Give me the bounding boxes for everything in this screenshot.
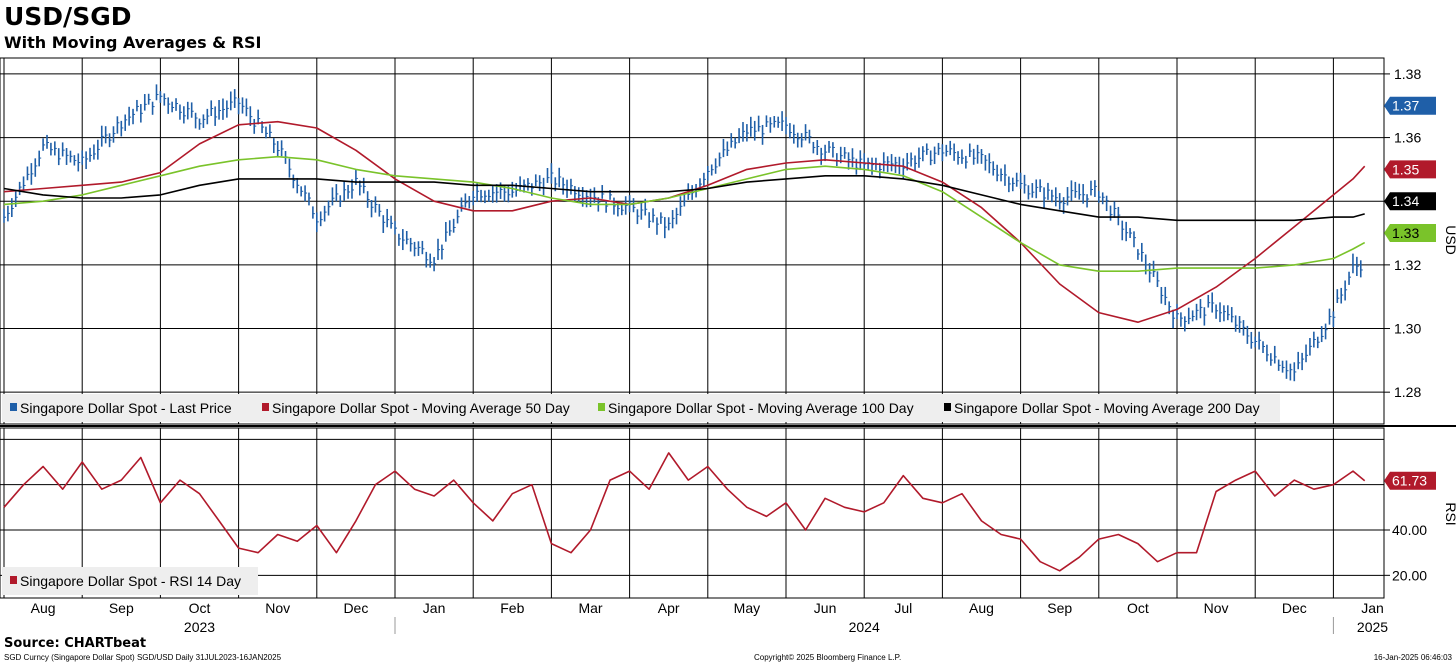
price-legend-item: Singapore Dollar Spot - Moving Average 1… — [608, 400, 914, 416]
price-legend-swatch — [944, 403, 951, 411]
ma50-last-badge: 1.35 — [1384, 160, 1436, 179]
ma200-last-badge: 1.34 — [1384, 192, 1436, 211]
x-month-label: Apr — [658, 600, 680, 616]
rsi-panel: 20.00 40.00 61.73 RSI Singapore Dollar Sp… — [0, 427, 1456, 599]
rsi-legend-bg — [2, 567, 258, 595]
x-year-label: 2023 — [184, 619, 215, 635]
x-month-label: Oct — [1127, 600, 1149, 616]
ma50-line — [3, 120, 1366, 324]
ma50-last-badge-shape — [1384, 160, 1436, 179]
copyright-note: Copyright© 2025 Bloomberg Finance L.P. — [754, 653, 902, 662]
x-month-label: Sep — [1047, 600, 1072, 616]
rsi-legend-item: Singapore Dollar Spot - RSI 14 Day — [20, 573, 241, 589]
ma200-last-badge-text: 1.34 — [1392, 193, 1419, 209]
price-series-group — [3, 84, 1366, 382]
chart-title: USD/SGD — [4, 2, 132, 31]
price-axis-label: USD — [1443, 225, 1456, 255]
price-legend-item: Singapore Dollar Spot - Moving Average 5… — [272, 400, 570, 416]
x-month-label: Dec — [343, 600, 368, 616]
price-last-badge-text: 1.37 — [1392, 98, 1419, 114]
x-month-label: Jun — [814, 600, 837, 616]
x-month-label: Feb — [500, 600, 524, 616]
price-grid — [0, 58, 1384, 424]
chart-subtitle: With Moving Averages & RSI — [4, 33, 262, 52]
rsi-axis-label: RSI — [1443, 502, 1456, 525]
ma200-last-badge-shape — [1384, 192, 1436, 211]
price-legend-item: Singapore Dollar Spot - Moving Average 2… — [954, 400, 1260, 416]
ma100-last-badge-text: 1.33 — [1392, 225, 1419, 241]
price-legend-item: Singapore Dollar Spot - Last Price — [20, 400, 232, 416]
x-month-label: Jul — [894, 600, 912, 616]
x-year-label: 2025 — [1357, 619, 1388, 635]
x-month-label: Jan — [1361, 600, 1384, 616]
x-month-label: Aug — [969, 600, 994, 616]
x-year-label: 2024 — [849, 619, 880, 635]
x-month-label: Aug — [31, 600, 56, 616]
price-legend-swatch — [262, 403, 269, 411]
price-last-value-badges: 1.37 1.35 1.34 1.33 — [1384, 96, 1436, 243]
price-panel: 1.281.301.321.341.361.38 1.371.351.341.3… — [0, 57, 1456, 425]
rsi-line — [3, 452, 1366, 572]
rsi-grid — [0, 428, 1384, 598]
price-tick-label: 1.28 — [1394, 384, 1421, 400]
price-legend-swatch — [10, 403, 17, 411]
ma50-last-badge-text: 1.35 — [1392, 161, 1419, 177]
price-legend-bg — [2, 394, 1280, 422]
price-tick-label: 1.32 — [1394, 257, 1421, 273]
rsi-last-badge-text: 61.73 — [1392, 473, 1427, 489]
x-month-label: Nov — [1204, 600, 1229, 616]
rsi-last-value-badge: 61.73 — [1384, 471, 1436, 490]
ma100-last-badge: 1.33 — [1384, 224, 1436, 243]
rsi-last-badge-shape — [1384, 471, 1436, 490]
price-last-badge: 1.37 — [1384, 96, 1436, 115]
price-legend-swatch — [598, 403, 605, 411]
x-month-label: Sep — [109, 600, 134, 616]
price-last-badge-shape — [1384, 96, 1436, 115]
rsi-tick-label: 40.00 — [1392, 522, 1427, 538]
x-month-label: Dec — [1282, 600, 1307, 616]
price-tick-label: 1.38 — [1394, 66, 1421, 82]
ma200-line — [3, 175, 1365, 222]
rsi-tick-label: 20.00 — [1392, 567, 1427, 583]
rsi-legend-swatch — [10, 576, 17, 584]
x-month-label: Oct — [189, 600, 211, 616]
ma100-last-badge-shape — [1384, 224, 1436, 243]
timestamp: 16-Jan-2025 06:46:03 — [1373, 653, 1452, 662]
rsi-y-axis: 20.00 40.00 — [1384, 522, 1427, 583]
x-month-label: Mar — [578, 600, 602, 616]
rsi-series-group — [3, 452, 1366, 572]
x-axis: Aug Sep Oct Nov Dec Jan Feb Mar Apr May Jun Jul Aug S… — [31, 600, 1389, 635]
rsi-legend: Singapore Dollar Spot - RSI 14 Day — [2, 567, 258, 595]
x-month-label: Jan — [423, 600, 446, 616]
price-tick-label: 1.36 — [1394, 130, 1421, 146]
x-month-label: May — [734, 600, 760, 616]
rsi-last-badge: 61.73 — [1384, 471, 1436, 490]
price-y-axis: 1.28 1.30 1.32 1.34 1.36 1.38 — [1384, 66, 1421, 400]
x-month-label: Nov — [265, 600, 290, 616]
security-description: SGD Curncy (Singapore Dollar Spot) SGD/U… — [4, 653, 282, 662]
source-note: Source: CHARTbeat — [4, 636, 147, 651]
price-legend: Singapore Dollar Spot - Last Price Singap… — [2, 394, 1280, 422]
price-tick-label: 1.30 — [1394, 321, 1421, 337]
